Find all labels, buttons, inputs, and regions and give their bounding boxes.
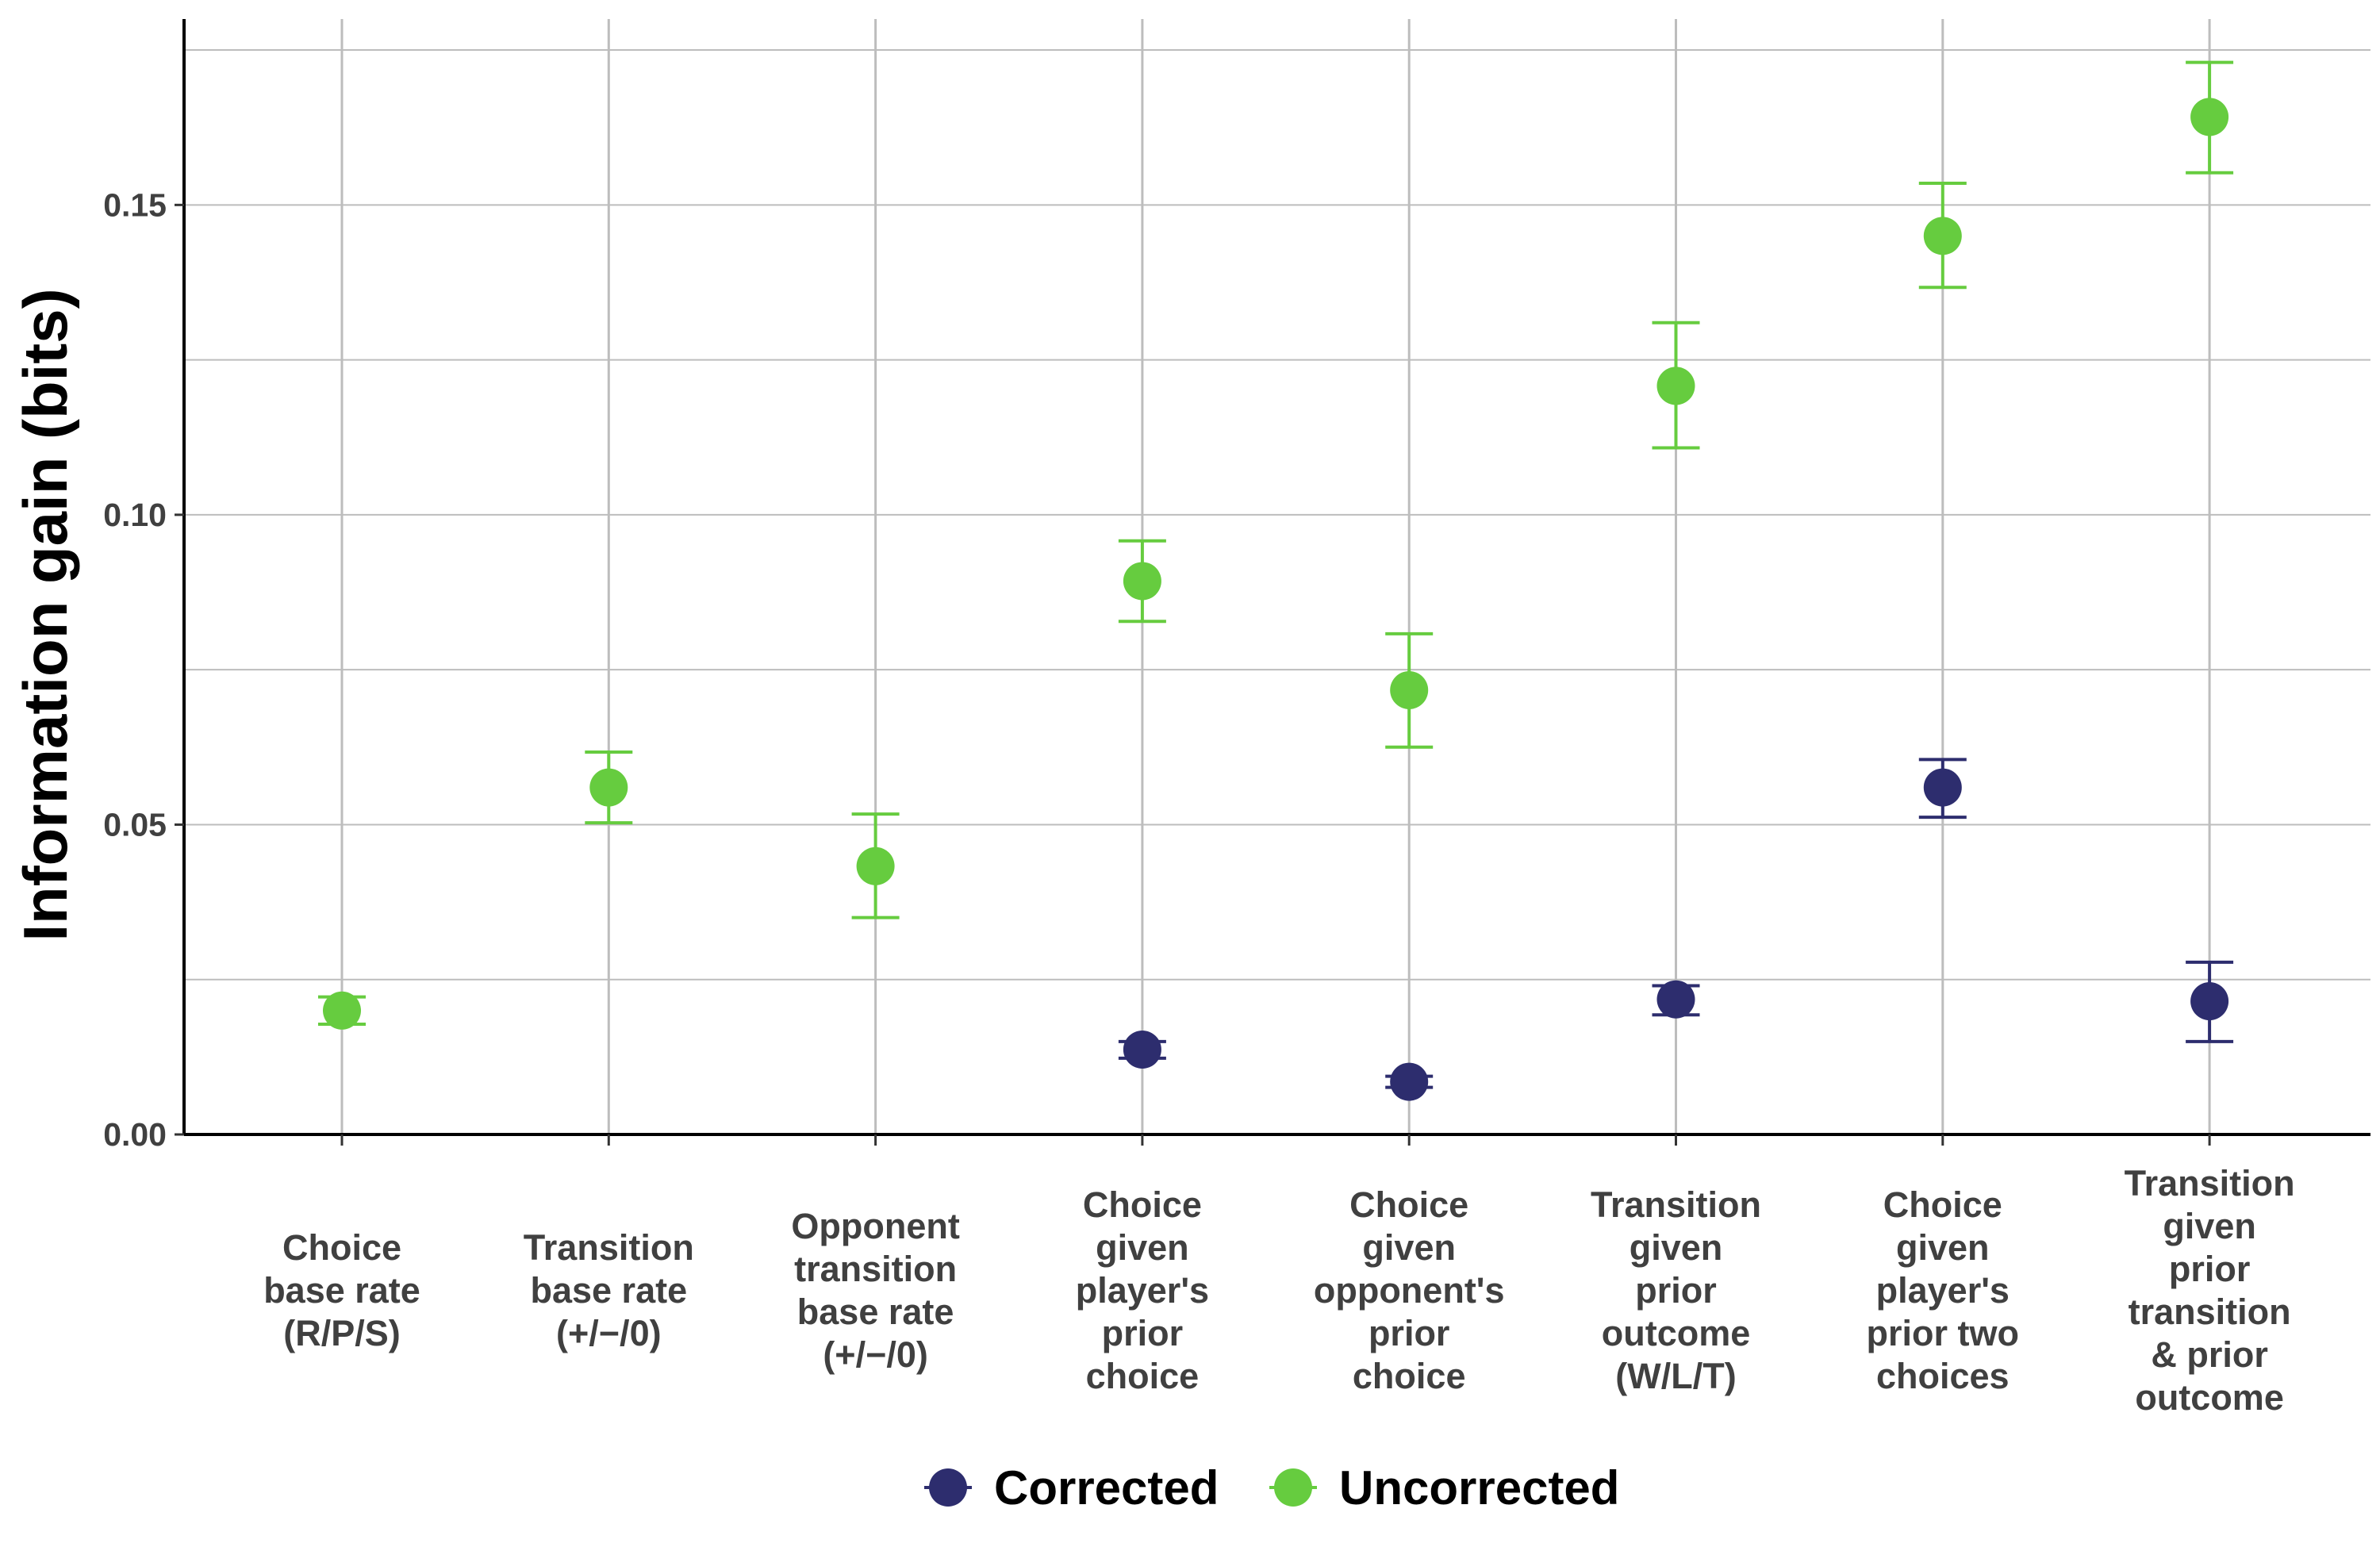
y-tick-label: 0.00 <box>103 1116 167 1153</box>
legend: Corrected Uncorrected <box>924 1461 1619 1514</box>
axes-layer <box>175 19 2370 1146</box>
x-tick-label: Choice base rate (R/P/S) <box>263 1227 420 1353</box>
uncorrected-point <box>856 846 895 885</box>
x-tick-label: Opponent transition base rate (+/−/0) <box>791 1206 959 1375</box>
x-tick-label: Choice given player's prior choice <box>1076 1184 1209 1396</box>
uncorrected-point <box>1123 562 1161 601</box>
uncorrected-point <box>1923 217 1962 255</box>
legend-key-uncorrected <box>1274 1468 1312 1507</box>
y-axis-title: Information gain (bits) <box>10 288 80 941</box>
x-tick-label: Choice given opponent's prior choice <box>1314 1184 1505 1396</box>
corrected-point <box>1123 1030 1161 1069</box>
uncorrected-point <box>1390 670 1429 709</box>
uncorrected-point <box>1656 367 1695 405</box>
uncorrected-point <box>2190 98 2229 136</box>
legend-key-corrected <box>929 1468 967 1507</box>
corrected-point <box>1923 768 1962 807</box>
grid-layer <box>184 19 2370 1135</box>
x-tick-label: Transition given prior transition & prior out… <box>2125 1163 2295 1418</box>
y-tick-label: 0.15 <box>103 186 167 223</box>
corrected-point <box>2190 982 2229 1021</box>
y-tick-label: 0.05 <box>103 806 167 843</box>
marks-layer <box>318 60 2234 1101</box>
legend-label-uncorrected: Uncorrected <box>1339 1461 1619 1514</box>
uncorrected-point <box>589 768 628 807</box>
corrected-point <box>1390 1062 1429 1101</box>
x-tick-label: Choice given player's prior two choices <box>1867 1184 2019 1396</box>
labels-layer: 0.00 0.05 0.10 0.15 Choice base rate (R/P/S) Tr… <box>103 186 2294 1418</box>
uncorrected-point <box>323 991 361 1030</box>
legend-label-corrected: Corrected <box>994 1461 1219 1514</box>
x-tick-label: Transition given prior outcome (W/L/T) <box>1591 1184 1761 1396</box>
corrected-point <box>1656 980 1695 1019</box>
y-tick-label: 0.10 <box>103 497 167 533</box>
x-tick-label: Transition base rate (+/−/0) <box>524 1227 694 1353</box>
